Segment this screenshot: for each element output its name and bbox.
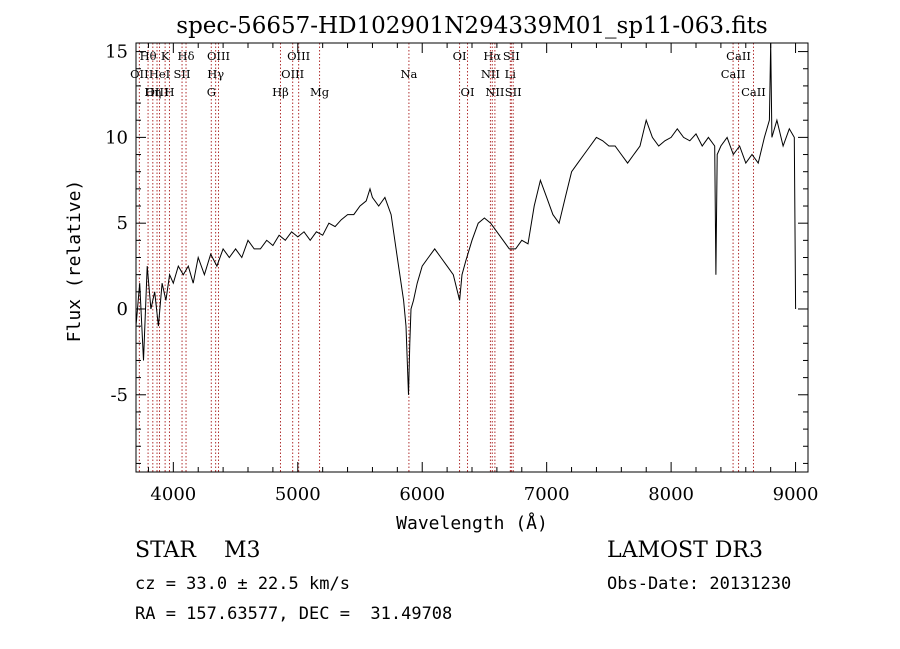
line-label-17: OI (453, 49, 467, 63)
axes: 4000 5000 6000 7000 8000 9000 -5 0 5 10 15 (105, 42, 818, 505)
line-label-7: H (164, 85, 174, 99)
ra-dec: RA = 157.63577, DEC = 31.49708 (135, 604, 453, 624)
line-label-24: SII (505, 85, 522, 99)
line-label-25: CaII (726, 49, 751, 63)
chart-title: spec-56657-HD102901N294339M01_sp11-063.f… (176, 13, 767, 39)
line-label-19: Hα (483, 49, 501, 63)
line-label-13: OIII (281, 67, 304, 81)
line-label-15: Mg (310, 85, 330, 99)
line-label-8: Hδ (178, 49, 195, 63)
line-label-12: OIII (287, 49, 310, 63)
y-tick-label-1: 0 (117, 299, 128, 320)
line-label-22: Li (505, 67, 517, 81)
line-label-2: OIII (145, 85, 168, 99)
plot-frame (135, 42, 809, 473)
line-label-6: SII (174, 67, 191, 81)
line-label-11: G (207, 85, 216, 99)
line-label-16: Na (400, 67, 417, 81)
line-label-4: HeI (149, 67, 170, 81)
object-class: STAR M3 (135, 538, 261, 563)
line-label-18: OI (461, 85, 475, 99)
y-tick-label-0: -5 (110, 385, 128, 406)
line-label-5: Hη (144, 85, 161, 99)
x-tick-label-0: 4000 (150, 484, 196, 505)
line-label-0: Hθ (140, 49, 157, 63)
y-tick-label-4: 15 (105, 42, 128, 63)
line-label-21: NII (481, 67, 500, 81)
y-tick-label-3: 10 (105, 127, 128, 148)
survey-name: LAMOST DR3 (607, 538, 763, 563)
x-axis-label: Wavelength (Å) (396, 512, 548, 534)
x-tick-label-1: 5000 (275, 484, 321, 505)
line-label-10: Hγ (207, 67, 224, 81)
line-label-27: CaII (741, 85, 766, 99)
line-label-9: OIII (207, 49, 230, 63)
line-label-3: K (161, 49, 170, 63)
x-tick-label-4: 8000 (648, 484, 694, 505)
x-tick-label-5: 9000 (773, 484, 819, 505)
line-label-23: NII (485, 85, 504, 99)
y-axis-label: Flux (relative) (64, 180, 85, 343)
redshift-cz: cz = 33.0 ± 22.5 km/s (135, 574, 350, 594)
y-tick-label-2: 5 (117, 213, 128, 234)
x-tick-label-2: 6000 (399, 484, 445, 505)
line-label-14: Hβ (272, 85, 289, 99)
spectrum-line (135, 42, 797, 395)
line-label-1: OII (130, 67, 149, 81)
x-tick-label-3: 7000 (524, 484, 570, 505)
observation-date: Obs-Date: 20131230 (607, 574, 792, 594)
line-label-20: SII (503, 49, 520, 63)
line-label-26: CaII (721, 67, 746, 81)
